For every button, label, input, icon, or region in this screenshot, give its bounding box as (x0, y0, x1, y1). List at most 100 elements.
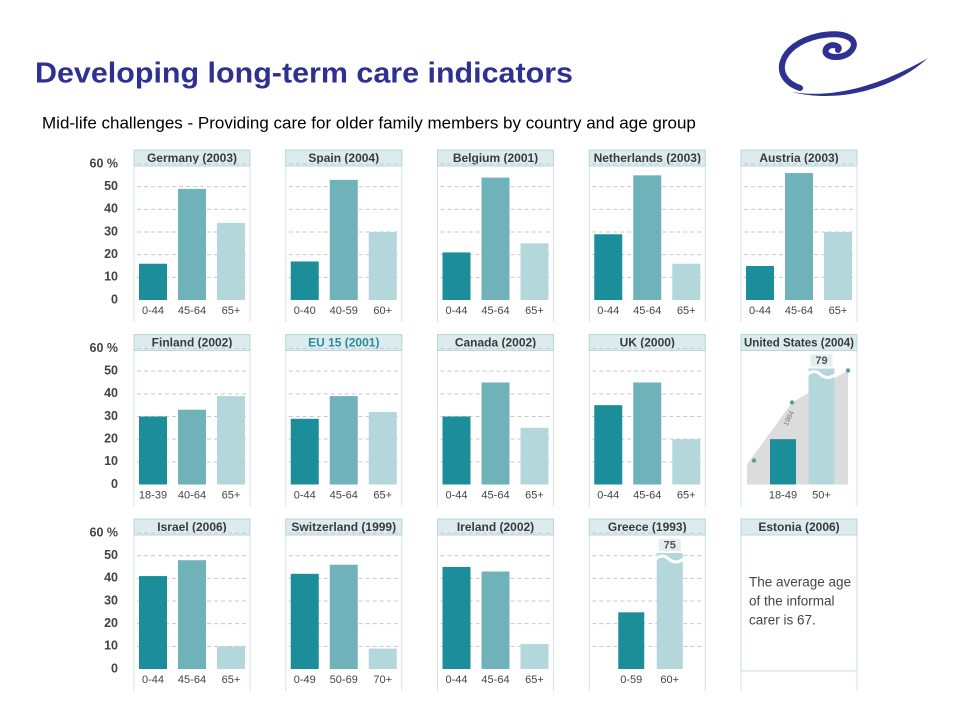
bar (785, 173, 813, 300)
bar (329, 396, 358, 485)
bar (672, 263, 701, 300)
x-tick-label: 65+ (677, 489, 696, 501)
x-tick-label: 40-64 (178, 489, 206, 501)
panel-title: Finland (2002) (152, 336, 233, 350)
x-tick-label: 45-64 (178, 674, 206, 686)
x-tick-label: 65+ (829, 305, 848, 317)
bar (178, 409, 206, 485)
y-tick-label: 20 (104, 616, 118, 630)
x-tick-label: 0-59 (620, 674, 642, 686)
slide-title: Developing long-term care indicators (35, 58, 573, 90)
x-tick-label: 18-39 (139, 489, 167, 501)
x-tick-label: 70+ (373, 674, 392, 686)
x-tick-label: 0-44 (445, 305, 467, 317)
value-label: 75 (664, 539, 676, 551)
panel-header (588, 334, 706, 351)
panel-header (133, 149, 251, 167)
panel-title: Belgium (2001) (453, 151, 538, 165)
panel-note: carer is 67. (749, 613, 816, 628)
panel-title: EU 15 (2001) (308, 336, 379, 350)
y-tick-label: 20 (104, 431, 118, 445)
bar (139, 263, 167, 300)
bar (618, 612, 645, 669)
bar (481, 571, 510, 669)
panel-header (588, 149, 706, 167)
slide-subtitle: Mid-life challenges - Providing care for… (42, 113, 696, 132)
x-tick-label: 65+ (373, 489, 392, 501)
panel-note: The average age (749, 575, 851, 590)
bar (139, 416, 167, 485)
bar (594, 234, 623, 300)
bar (633, 175, 662, 300)
x-tick-label: 0-44 (597, 489, 619, 501)
panel-title: Canada (2002) (455, 336, 536, 350)
bar (178, 188, 206, 300)
x-tick-label: 65+ (222, 305, 241, 317)
panel-title: Spain (2004) (308, 151, 379, 165)
y-tick-label: 10 (104, 454, 118, 468)
y-tick-label: 10 (104, 270, 118, 284)
bar (594, 405, 623, 485)
x-tick-label: 45-64 (481, 674, 509, 686)
x-tick-label: 0-44 (142, 674, 164, 686)
bar (290, 261, 319, 300)
logo (779, 31, 928, 97)
x-tick-label: 18-49 (769, 489, 797, 501)
y-tick-label: 20 (104, 247, 118, 261)
trend-dot (789, 400, 795, 405)
panel-title: UK (2000) (620, 336, 675, 350)
x-tick-label: 0-44 (749, 305, 771, 317)
bar-break (806, 370, 837, 379)
bar (808, 368, 835, 485)
panel-header (133, 334, 251, 351)
value-label-box (658, 539, 681, 551)
x-tick-label: 0-44 (294, 489, 316, 501)
panel-header (285, 149, 403, 167)
x-tick-label: 45-64 (481, 305, 509, 317)
x-tick-label: 65+ (222, 489, 241, 501)
bar (368, 648, 397, 669)
x-tick-label: 65+ (525, 305, 544, 317)
x-tick-label: 65+ (525, 489, 544, 501)
value-label-box (810, 354, 833, 367)
x-tick-label: 0-40 (294, 305, 316, 317)
bar (368, 232, 397, 300)
x-tick-label: 0-44 (142, 305, 164, 317)
x-tick-label: 45-64 (633, 489, 661, 501)
trend-dot (845, 368, 851, 373)
panel-header (133, 518, 251, 536)
y-tick-label: 60 % (90, 341, 119, 355)
y-tick-label: 40 (104, 386, 118, 400)
bar (290, 573, 319, 669)
bar (329, 179, 358, 300)
trend-dot (751, 458, 757, 463)
bar (329, 564, 358, 669)
y-tick-label: 0 (111, 292, 118, 306)
panel-title: Israel (2006) (157, 520, 226, 534)
y-tick-label: 0 (111, 661, 118, 675)
x-tick-label: 40-59 (330, 305, 358, 317)
bar (633, 382, 662, 485)
bar (520, 644, 549, 669)
y-tick-label: 50 (104, 179, 118, 193)
bar (824, 232, 852, 300)
bar (139, 576, 167, 669)
x-tick-label: 45-64 (481, 489, 509, 501)
bar (217, 222, 245, 300)
panel-header (437, 334, 554, 351)
panel-header (740, 334, 858, 351)
x-tick-label: 0-44 (445, 674, 467, 686)
x-tick-label: 0-49 (294, 674, 316, 686)
bar (481, 382, 510, 485)
panel-title: Germany (2003) (147, 151, 237, 165)
bar (656, 553, 683, 669)
panel-header (285, 518, 403, 536)
panel-title: Estonia (2006) (758, 520, 839, 534)
y-tick-label: 60 % (90, 156, 119, 170)
panel-title: Austria (2003) (759, 151, 838, 165)
x-tick-label: 45-64 (785, 305, 813, 317)
bar (442, 567, 471, 669)
x-tick-label: 65+ (222, 674, 241, 686)
bar (481, 177, 510, 300)
